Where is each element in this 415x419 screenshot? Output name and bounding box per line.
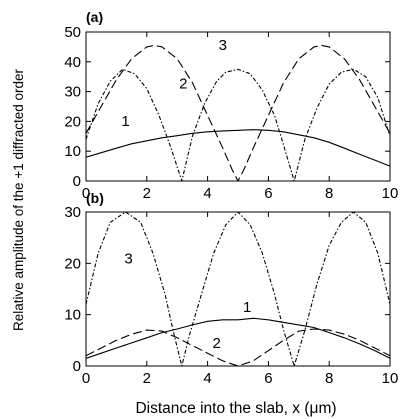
x-tick-label: 0: [82, 370, 90, 387]
panel-title: (b): [86, 190, 104, 206]
y-tick-label: 10: [64, 143, 81, 160]
panel-title: (a): [86, 9, 103, 25]
curve-label: 1: [243, 299, 251, 316]
x-tick-label: 10: [382, 370, 399, 387]
y-axis-label: Relative amplitude of the +1 diffracted …: [11, 68, 26, 331]
x-tick-label: 0: [82, 185, 90, 202]
series-line-3: [86, 44, 390, 181]
series-line-1: [86, 129, 390, 167]
y-tick-label: 0: [73, 173, 81, 190]
x-tick-label: 8: [325, 370, 333, 387]
y-tick-label: 50: [64, 24, 81, 41]
series-line-3: [86, 212, 390, 366]
y-tick-label: 20: [64, 255, 81, 272]
panel-b: (b) 0 2 4 6 8 10 0 10 20 30 1 2 3: [64, 190, 398, 387]
y-tick-label: 30: [64, 204, 81, 221]
x-tick-label: 4: [203, 370, 211, 387]
series-line-1: [86, 317, 390, 359]
x-tick-label: 8: [325, 185, 333, 202]
y-tick-label: 0: [73, 358, 81, 375]
y-tick-label: 10: [64, 307, 81, 324]
curve-label: 3: [219, 37, 227, 54]
x-tick-label: 4: [203, 185, 211, 202]
y-tick-label: 20: [64, 113, 81, 130]
x-axis-label: Distance into the slab, x (μm): [135, 400, 336, 417]
curve-label: 2: [213, 335, 221, 352]
series-line-2: [86, 328, 390, 366]
x-tick-label: 6: [264, 185, 272, 202]
curve-label: 3: [124, 250, 132, 267]
x-tick-label: 2: [143, 370, 151, 387]
x-tick-label: 10: [382, 185, 399, 202]
curve-label: 1: [121, 113, 129, 130]
panel-a: (a) 0 2 4 6 8 10 0 10 20 30 40 50 1 2 3: [64, 9, 398, 202]
y-tick-label: 30: [64, 84, 81, 101]
x-tick-label: 2: [143, 185, 151, 202]
series-line-2: [86, 68, 390, 181]
curve-label: 2: [179, 76, 187, 93]
plot-frame: [85, 31, 391, 182]
y-tick-label: 40: [64, 54, 81, 71]
x-tick-label: 6: [264, 370, 272, 387]
